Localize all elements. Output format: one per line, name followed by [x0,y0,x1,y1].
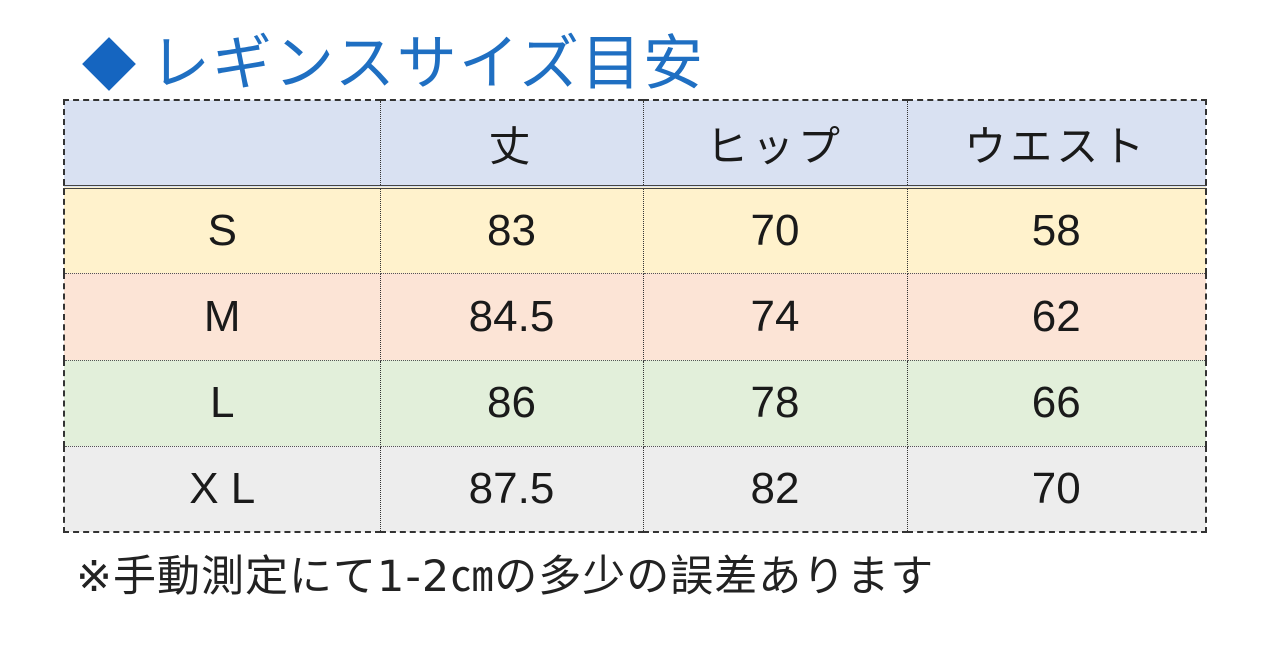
length-cell: 87.5 [379,445,644,533]
length-cell: 83 [379,186,644,274]
waist-cell: 70 [906,445,1207,533]
size-cell: L [63,359,381,447]
header-size [63,99,381,189]
page-title-text: レギンスサイズ目安 [150,29,705,99]
size-cell: S [63,186,381,274]
hip-cell: 70 [642,186,908,274]
size-cell: X L [63,445,381,533]
size-chart-table: 丈 ヒップ ウエスト S 83 70 58 M 84.5 74 62 L 86 … [63,99,1207,533]
diamond-icon [82,37,136,91]
table-row: M 84.5 74 62 [63,272,1207,361]
hip-cell: 74 [642,272,908,361]
length-cell: 86 [379,359,644,447]
waist-cell: 58 [906,186,1207,274]
table-row: X L 87.5 82 70 [63,445,1207,533]
table-row: S 83 70 58 [63,186,1207,274]
waist-cell: 66 [906,359,1207,447]
page-title: レギンスサイズ目安 [78,28,705,100]
size-cell: M [63,272,381,361]
waist-cell: 62 [906,272,1207,361]
hip-cell: 78 [642,359,908,447]
header-waist: ウエスト [906,99,1207,189]
length-cell: 84.5 [379,272,644,361]
table-row: L 86 78 66 [63,359,1207,447]
hip-cell: 82 [642,445,908,533]
measurement-note: ※手動測定にて1-2㎝の多少の誤差あります [76,552,935,602]
table-header-row: 丈 ヒップ ウエスト [63,99,1207,189]
header-length: 丈 [379,99,644,189]
header-hip: ヒップ [642,99,908,189]
